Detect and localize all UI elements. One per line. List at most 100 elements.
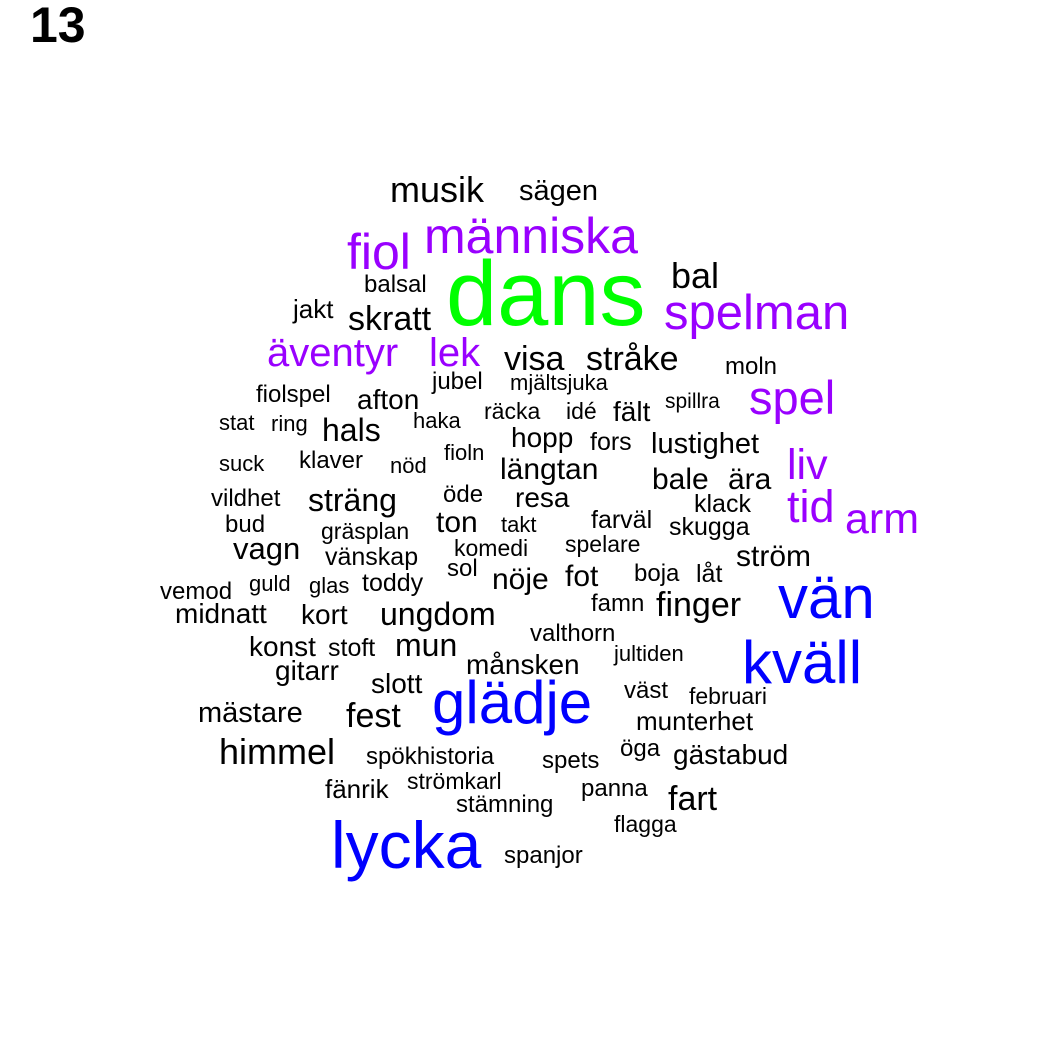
word-hopp: hopp — [511, 422, 574, 453]
word-spelman: spelman — [664, 286, 850, 340]
word-kväll: kväll — [742, 629, 863, 696]
word-hals: hals — [322, 412, 381, 448]
word-vildhet: vildhet — [211, 485, 281, 512]
word-stråke: stråke — [586, 340, 679, 378]
word-flagga: flagga — [614, 811, 677, 837]
word-spanjor: spanjor — [504, 842, 583, 869]
word-spets: spets — [542, 747, 600, 774]
word-fest: fest — [346, 697, 401, 735]
word-vän: vän — [778, 564, 875, 631]
word-mjältsjuka: mjältsjuka — [510, 370, 608, 395]
word-komedi: komedi — [454, 535, 529, 561]
word-suck: suck — [219, 451, 265, 476]
word-ström: ström — [736, 540, 811, 573]
word-balsal: balsal — [364, 271, 427, 298]
word-jubel: jubel — [432, 368, 483, 395]
word-ton: ton — [436, 506, 478, 539]
word-moln: moln — [725, 353, 778, 380]
word-mästare: mästare — [198, 697, 303, 729]
page-number: 13 — [30, 0, 86, 53]
word-toddy: toddy — [362, 569, 424, 597]
word-haka: haka — [413, 408, 461, 433]
word-vänskap: vänskap — [325, 543, 419, 571]
word-öga: öga — [620, 735, 661, 762]
word-månsken: månsken — [466, 649, 580, 680]
word-klack: klack — [694, 490, 751, 518]
word-bal: bal — [671, 255, 720, 296]
word-valthorn: valthorn — [530, 620, 616, 647]
word-fiol: fiol — [347, 224, 411, 280]
word-skratt: skratt — [348, 300, 432, 338]
word-skugga: skugga — [669, 513, 750, 541]
word-farväl: farväl — [591, 506, 653, 534]
word-sägen: sägen — [519, 175, 599, 207]
word-glas: glas — [309, 573, 350, 598]
word-tid: tid — [787, 481, 835, 532]
word-munterhet: munterhet — [636, 706, 754, 736]
word-februari: februari — [689, 683, 767, 709]
word-sol: sol — [447, 555, 478, 582]
word-gästabud: gästabud — [673, 739, 789, 770]
word-sträng: sträng — [308, 482, 397, 518]
word-jultiden: jultiden — [614, 641, 684, 666]
word-boja: boja — [634, 560, 680, 587]
word-resa: resa — [515, 482, 570, 513]
word-slott: slott — [371, 668, 423, 699]
word-bud: bud — [225, 511, 266, 538]
word-dans: dans — [446, 243, 646, 345]
word-spel: spel — [749, 371, 836, 424]
word-mun: mun — [395, 627, 458, 663]
word-fot: fot — [565, 560, 599, 593]
word-spelare: spelare — [565, 531, 641, 557]
word-stämning: stämning — [456, 791, 554, 818]
word-fält: fält — [613, 396, 651, 427]
word-spillra: spillra — [665, 390, 720, 413]
word-öde: öde — [443, 481, 484, 508]
word-fart: fart — [668, 780, 718, 818]
word-fänrik: fänrik — [325, 774, 389, 804]
word-liv: liv — [787, 441, 828, 489]
word-midnatt: midnatt — [175, 598, 267, 629]
word-vagn: vagn — [233, 531, 301, 566]
word-fors: fors — [590, 428, 632, 456]
word-strömkarl: strömkarl — [407, 768, 502, 794]
word-räcka: räcka — [484, 398, 541, 424]
word-nöje: nöje — [492, 563, 549, 596]
word-människa: människa — [424, 208, 638, 264]
word-kort: kort — [301, 599, 348, 630]
word-lek: lek — [429, 331, 481, 375]
word-visa: visa — [504, 340, 565, 378]
word-väst: väst — [624, 677, 669, 704]
word-fioln: fioln — [444, 440, 485, 465]
word-fiolspel: fiolspel — [256, 381, 331, 408]
word-panna: panna — [581, 775, 648, 802]
word-ungdom: ungdom — [380, 596, 496, 632]
word-afton: afton — [357, 384, 420, 415]
word-glädje: glädje — [432, 669, 593, 736]
word-famn: famn — [591, 590, 645, 617]
word-arm: arm — [845, 495, 920, 543]
word-spökhistoria: spökhistoria — [366, 743, 495, 770]
word-finger: finger — [656, 586, 742, 624]
word-klaver: klaver — [299, 447, 364, 474]
word-äventyr: äventyr — [267, 331, 399, 375]
word-vemod: vemod — [160, 578, 233, 605]
word-musik: musik — [390, 169, 485, 210]
word-stat: stat — [219, 410, 255, 435]
word-guld: guld — [249, 571, 291, 596]
word-gräsplan: gräsplan — [321, 518, 410, 544]
word-id-: idé — [566, 398, 597, 424]
word-låt: låt — [696, 560, 723, 588]
word-gitarr: gitarr — [275, 655, 339, 686]
word-ring: ring — [271, 411, 308, 436]
word-lustighet: lustighet — [651, 428, 760, 460]
word-bale: bale — [652, 463, 709, 496]
word-nöd: nöd — [390, 453, 427, 478]
word-ära: ära — [728, 463, 772, 496]
word-jakt: jakt — [293, 294, 334, 324]
word-konst: konst — [249, 631, 316, 662]
word-lycka: lycka — [331, 808, 482, 882]
word-stoft: stoft — [328, 634, 376, 662]
word-himmel: himmel — [219, 731, 336, 772]
